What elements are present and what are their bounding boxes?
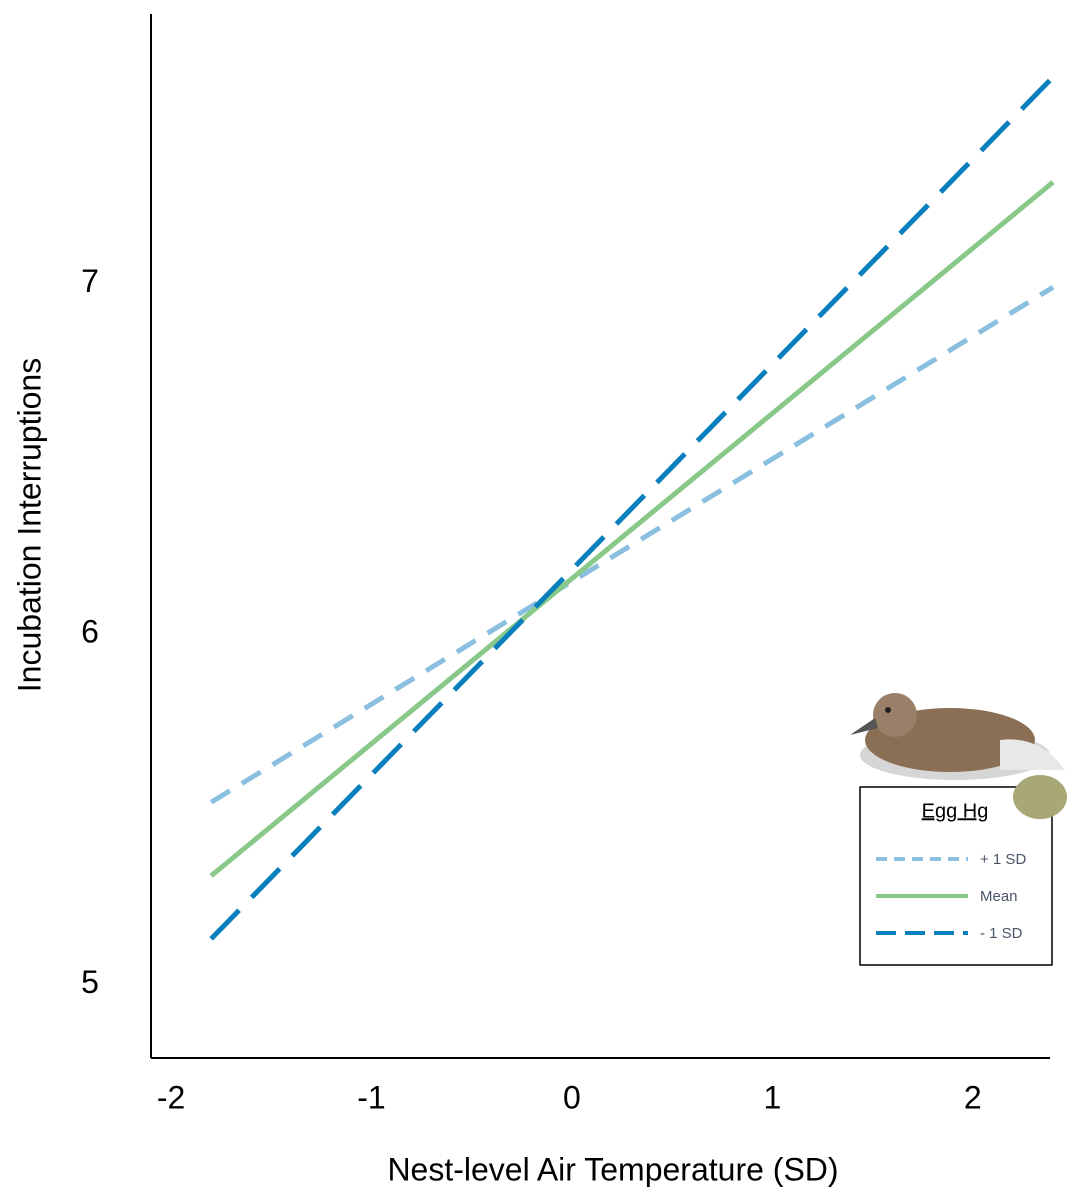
y-tick-label: 6 [81,614,99,650]
egg-illustration [1013,775,1067,819]
series-line [209,75,1055,941]
duck-illustration [850,693,1065,780]
plot-lines [209,75,1055,941]
legend-label: + 1 SD [980,851,1026,868]
y-axis-label: Incubation Interruptions [11,358,47,692]
y-tick-label: 5 [81,964,99,1000]
x-tick-label: -2 [157,1079,185,1115]
x-tick-label: 2 [964,1079,982,1115]
y-tick-label: 7 [81,263,99,299]
x-tick-label: 0 [563,1079,581,1115]
x-tick-label: -1 [357,1079,385,1115]
legend-label: Mean [980,888,1018,905]
legend-label: - 1 SD [980,925,1023,942]
series-line [209,285,1055,805]
legend-box [859,786,1053,966]
legend-title: Egg Hg [922,800,989,822]
series-line [209,180,1055,878]
x-axis-label: Nest-level Air Temperature (SD) [387,1151,838,1187]
x-tick-label: 1 [763,1079,781,1115]
